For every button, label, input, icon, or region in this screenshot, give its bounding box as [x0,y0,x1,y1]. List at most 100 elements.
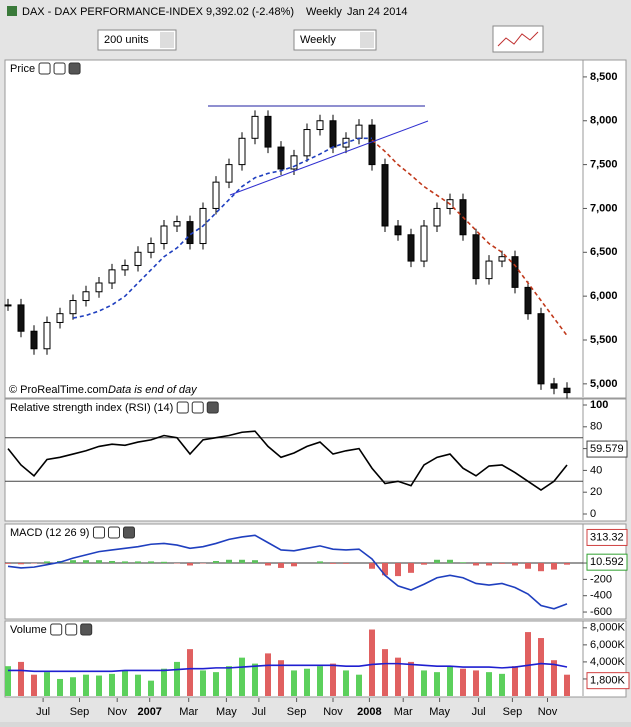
candle [18,305,24,331]
dropdown-arrow [360,32,374,48]
histogram-bar [525,563,531,569]
close-icon[interactable] [207,402,218,413]
y-tick-label: 8,500 [590,71,618,83]
candle [109,270,115,283]
candle [213,182,219,208]
volume-bar [525,632,531,696]
candle [395,226,401,235]
y-tick-label: -200 [590,573,612,585]
volume-bar [213,672,219,696]
volume-bar [252,664,258,696]
volume-bar [499,674,505,696]
volume-bar [200,670,206,696]
histogram-bar [447,560,453,563]
tool-icon[interactable] [93,527,104,538]
candle [473,235,479,279]
histogram-bar [109,561,115,563]
histogram-bar [421,563,427,565]
volume-bar [421,670,427,696]
volume-bar [161,669,167,696]
y-tick-label: 0 [590,508,596,520]
tool-icon[interactable] [39,63,50,74]
x-tick-label: Nov [107,706,127,718]
candle [317,121,323,130]
window-icon[interactable] [108,527,119,538]
histogram-bar [5,563,11,564]
histogram-bar [122,561,128,563]
close-icon[interactable] [123,527,134,538]
candle [174,222,180,226]
y-tick-label: 5,500 [590,334,618,346]
candle [486,261,492,279]
histogram-bar [538,563,544,571]
x-tick-label: Jul [472,706,486,718]
volume-bar [57,679,63,696]
histogram-bar [343,563,349,564]
period: Weekly [306,6,342,18]
histogram-bar [226,560,232,563]
x-tick-label: Sep [503,706,523,718]
volume-bar [148,681,154,696]
histogram-bar [473,563,479,565]
y-tick-label: 20 [590,486,602,498]
y-tick-label: 40 [590,464,602,476]
y-tick-label: 7,500 [590,159,618,171]
histogram-bar [44,561,50,563]
candle [434,208,440,226]
volume-bar [304,669,310,696]
volume-bar [447,666,453,696]
x-tick-label: Nov [538,706,558,718]
histogram-bar [135,561,141,563]
y-tick-label: -400 [590,590,612,602]
histogram-bar [408,563,414,573]
histogram-bar [148,561,154,563]
histogram-bar [213,561,219,563]
value-tag-label: 59.579 [590,443,624,455]
close-icon[interactable] [81,624,92,635]
x-tick-label: 2008 [357,706,381,718]
y-tick-label: 100 [590,399,608,411]
tool-icon[interactable] [177,402,188,413]
candle [551,384,557,388]
volume-bar [239,658,245,696]
volume-bar [83,675,89,696]
histogram-bar [330,563,336,564]
tool-icon[interactable] [51,624,62,635]
candle [382,165,388,226]
quote: 9,392.02 (-2.48%) [206,6,294,18]
histogram-bar [161,562,167,563]
histogram-bar [499,563,505,564]
icon [7,6,17,16]
candle [525,287,531,313]
volume-bar [31,675,37,696]
candle [421,226,427,261]
date: Jan 24 2014 [347,6,408,18]
panel-title: Price [10,63,35,75]
volume-bar [96,676,102,696]
volume-bar [486,672,492,696]
volume-bar [473,670,479,696]
y-tick-label: 6,000K [590,639,626,651]
candle [44,322,50,348]
volume-bar [291,670,297,696]
candle [161,226,167,244]
volume-bar [330,664,336,696]
volume-bar [70,677,76,696]
histogram-bar [512,563,518,565]
volume-bar [187,649,193,696]
candle [278,147,284,169]
histogram-bar [278,563,284,568]
window-icon[interactable] [192,402,203,413]
candle [369,125,375,164]
candle [265,116,271,147]
volume-bar [382,649,388,696]
close-icon[interactable] [69,63,80,74]
candle [356,125,362,138]
histogram-bar [252,560,258,563]
candle [148,244,154,253]
window-icon[interactable] [66,624,77,635]
window-icon[interactable] [54,63,65,74]
panel-title: Volume [10,624,47,636]
histogram-bar [434,560,440,563]
candle [564,388,570,392]
